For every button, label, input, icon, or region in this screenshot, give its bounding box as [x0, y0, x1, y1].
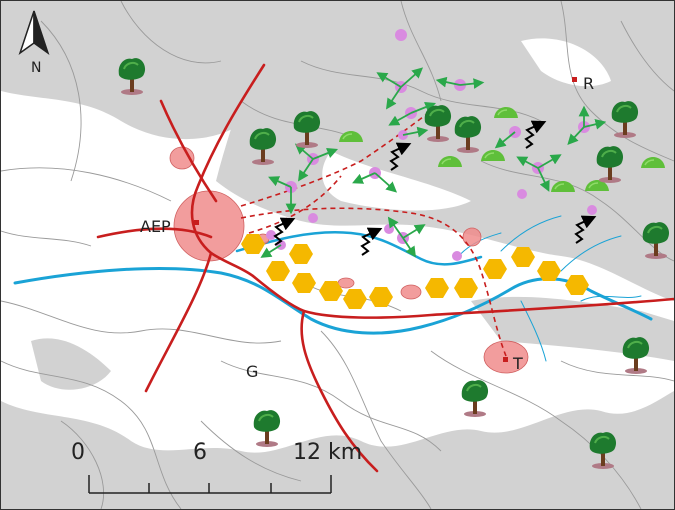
north-arrow-icon — [18, 10, 50, 55]
scale-tick-12km: 12 km — [293, 440, 362, 465]
place-label-r: R — [583, 74, 594, 93]
lowland-areas — [322, 38, 611, 211]
scale-bar — [88, 475, 332, 494]
dashed-routes — [240, 110, 507, 357]
tree-icon — [621, 336, 651, 375]
point-markers — [194, 77, 577, 362]
urban-areas — [169, 146, 529, 374]
north-label: N — [31, 60, 41, 76]
place-label-t: T — [512, 354, 523, 373]
place-label-aep: AEP — [140, 217, 171, 236]
scale-tick-0: 0 — [71, 440, 85, 465]
place-label-g: G — [246, 362, 258, 381]
zigzag-arrow-icon — [275, 221, 289, 245]
tree-icon — [252, 409, 282, 448]
green-arrows — [260, 67, 607, 258]
scale-tick-6: 6 — [193, 440, 207, 465]
roads — [96, 63, 674, 473]
tree-icon — [460, 379, 490, 418]
